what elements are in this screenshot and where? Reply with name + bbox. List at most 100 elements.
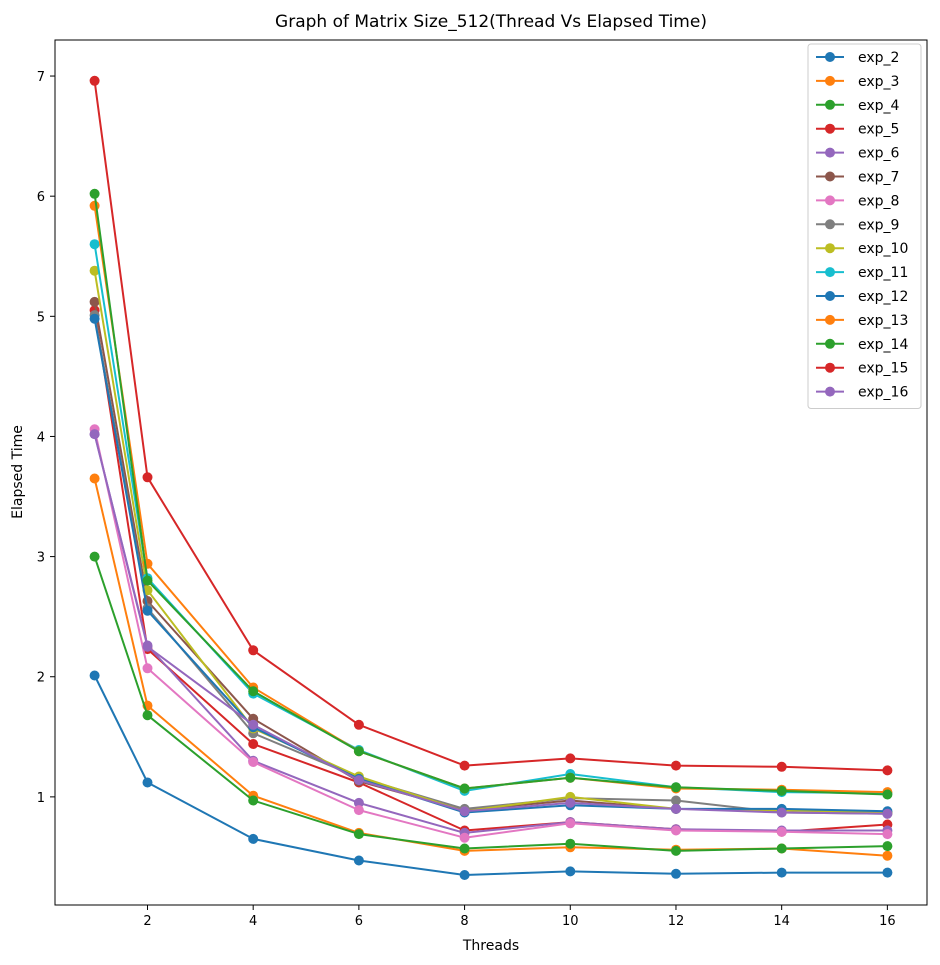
legend-item: exp_6 [816,146,900,162]
series-line [93,270,888,814]
data-point [776,826,787,837]
series-exp-4 [89,551,893,856]
data-point [142,663,153,674]
data-point [671,868,681,879]
data-point [459,806,470,817]
data-point [353,719,364,730]
data-point [671,760,681,771]
data-point [89,188,100,199]
data-point [89,239,100,250]
legend-marker [825,123,835,134]
legend-item: exp_10 [816,241,908,257]
legend-marker [825,219,835,230]
data-point [353,805,364,816]
x-tick-label: 10 [562,914,579,929]
data-point [671,795,681,806]
data-point [142,641,153,652]
series-exp-7 [89,296,893,818]
data-point [776,761,787,772]
data-point [353,829,364,840]
data-point [671,825,681,836]
legend-label: exp_8 [858,193,899,209]
legend-marker [825,171,835,182]
legend-item: exp_9 [816,217,899,233]
data-point [882,867,893,878]
legend-label: exp_15 [858,361,908,377]
x-tick-label: 6 [355,914,363,929]
legend-item: exp_12 [816,289,908,305]
data-point [459,832,470,843]
legend-marker [825,52,835,62]
data-point [89,75,100,86]
series-line [93,433,888,815]
legend-item: exp_2 [816,50,899,66]
x-tick-label: 12 [668,914,685,929]
legend-marker [825,75,835,86]
series-line [93,193,888,796]
data-point [142,575,153,586]
legend-marker [825,267,835,278]
data-point [459,870,470,880]
legend-item: exp_14 [816,337,908,353]
y-tick-label: 5 [37,310,45,325]
series-line [93,429,888,839]
legend-label: exp_14 [858,337,908,353]
data-point [776,843,787,854]
legend-box [807,43,922,409]
data-point [89,551,100,562]
legend-marker [825,291,835,301]
data-point [353,855,364,866]
data-point [142,777,153,788]
series-line [93,205,888,794]
data-point [353,797,364,808]
legend-item: exp_8 [816,193,899,209]
series-line [93,675,888,876]
plot-area [89,75,893,880]
legend-label: exp_11 [858,265,908,281]
data-point [89,200,100,211]
data-point [142,472,153,483]
data-point [248,686,259,697]
legend-marker [825,338,835,349]
data-point [89,296,100,307]
data-point [142,605,153,616]
series-line [93,478,888,857]
series-exp-13 [89,200,893,798]
data-point [776,867,787,878]
chart-title: Graph of Matrix Size_512(Thread Vs Elaps… [275,12,707,32]
legend-item: exp_7 [816,170,899,186]
data-point [776,807,787,818]
data-point [353,775,364,786]
legend-label: exp_2 [858,50,899,66]
legend-marker [825,243,835,254]
legend-label: exp_3 [858,74,899,90]
legend-label: exp_13 [858,313,908,329]
x-tick-label: 2 [143,914,151,929]
data-point [248,833,259,844]
legend-marker [825,362,835,373]
series-exp-16 [89,429,893,819]
legend-item: exp_16 [816,385,908,401]
data-point [89,313,100,324]
series-exp-5 [89,305,893,837]
data-point [882,789,893,800]
series-line [93,310,888,833]
legend-label: exp_4 [858,98,900,114]
series-exp-10 [89,265,893,818]
x-tick-label: 8 [460,914,468,929]
legend-label: exp_5 [858,122,899,138]
legend-label: exp_7 [858,170,899,186]
series-line [93,301,888,814]
data-point [882,829,893,840]
legend-label: exp_12 [858,289,908,305]
data-point [671,782,681,793]
data-point [459,760,470,771]
legend-marker [825,147,835,158]
data-point [89,265,100,276]
y-axis-ticks: 1 2 3 4 5 6 7 [37,70,55,806]
legend-label: exp_9 [858,217,899,233]
series-exp-15 [89,75,893,776]
data-point [248,739,259,749]
x-tick-label: 16 [879,914,896,929]
